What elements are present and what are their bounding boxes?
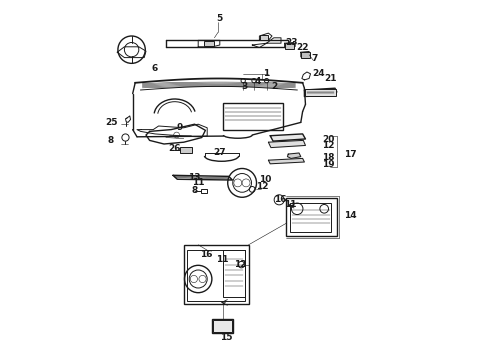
Polygon shape — [288, 153, 301, 158]
Bar — [180, 147, 192, 153]
Text: 11: 11 — [285, 200, 297, 209]
Text: 16: 16 — [200, 250, 213, 259]
Bar — [223, 103, 283, 130]
Text: 21: 21 — [324, 74, 337, 83]
Text: 26: 26 — [169, 144, 181, 153]
Text: 27: 27 — [214, 148, 226, 157]
Text: 6: 6 — [152, 64, 158, 73]
Bar — [301, 52, 310, 58]
Text: 8: 8 — [192, 186, 198, 194]
Text: 17: 17 — [344, 150, 357, 158]
Text: 14: 14 — [344, 211, 357, 220]
Text: 4: 4 — [254, 77, 261, 85]
Text: 1: 1 — [264, 69, 270, 78]
Text: 16: 16 — [274, 194, 287, 203]
Text: 9: 9 — [176, 123, 183, 132]
Text: 11: 11 — [192, 178, 204, 187]
Text: 15: 15 — [220, 333, 232, 342]
Text: 12: 12 — [322, 141, 335, 150]
Text: 24: 24 — [313, 68, 325, 77]
Polygon shape — [269, 140, 305, 148]
Bar — [213, 320, 232, 332]
Text: 11: 11 — [217, 256, 229, 264]
Bar — [261, 35, 269, 40]
Polygon shape — [173, 175, 232, 180]
Text: 23: 23 — [286, 38, 298, 47]
Bar — [201, 189, 207, 193]
Text: 13: 13 — [188, 173, 200, 182]
Text: 12: 12 — [256, 181, 269, 191]
Bar — [187, 250, 245, 301]
Bar — [204, 41, 215, 46]
Bar — [286, 198, 337, 236]
Text: 20: 20 — [322, 135, 335, 144]
Bar — [212, 319, 233, 333]
Text: 19: 19 — [322, 161, 335, 169]
Text: 22: 22 — [296, 43, 309, 52]
Bar — [184, 245, 248, 304]
Text: 7: 7 — [312, 54, 318, 63]
Bar — [223, 250, 245, 297]
Text: 12: 12 — [234, 260, 247, 269]
Text: 5: 5 — [216, 14, 222, 23]
Text: 10: 10 — [259, 175, 271, 184]
Text: 18: 18 — [322, 153, 335, 162]
Bar — [305, 89, 336, 96]
Text: 3: 3 — [241, 82, 247, 91]
Polygon shape — [270, 134, 305, 141]
Text: 25: 25 — [105, 118, 117, 127]
Bar — [290, 203, 331, 232]
Bar — [285, 43, 294, 49]
Text: 2: 2 — [271, 82, 278, 91]
Text: 8: 8 — [108, 136, 114, 145]
Polygon shape — [269, 158, 304, 164]
